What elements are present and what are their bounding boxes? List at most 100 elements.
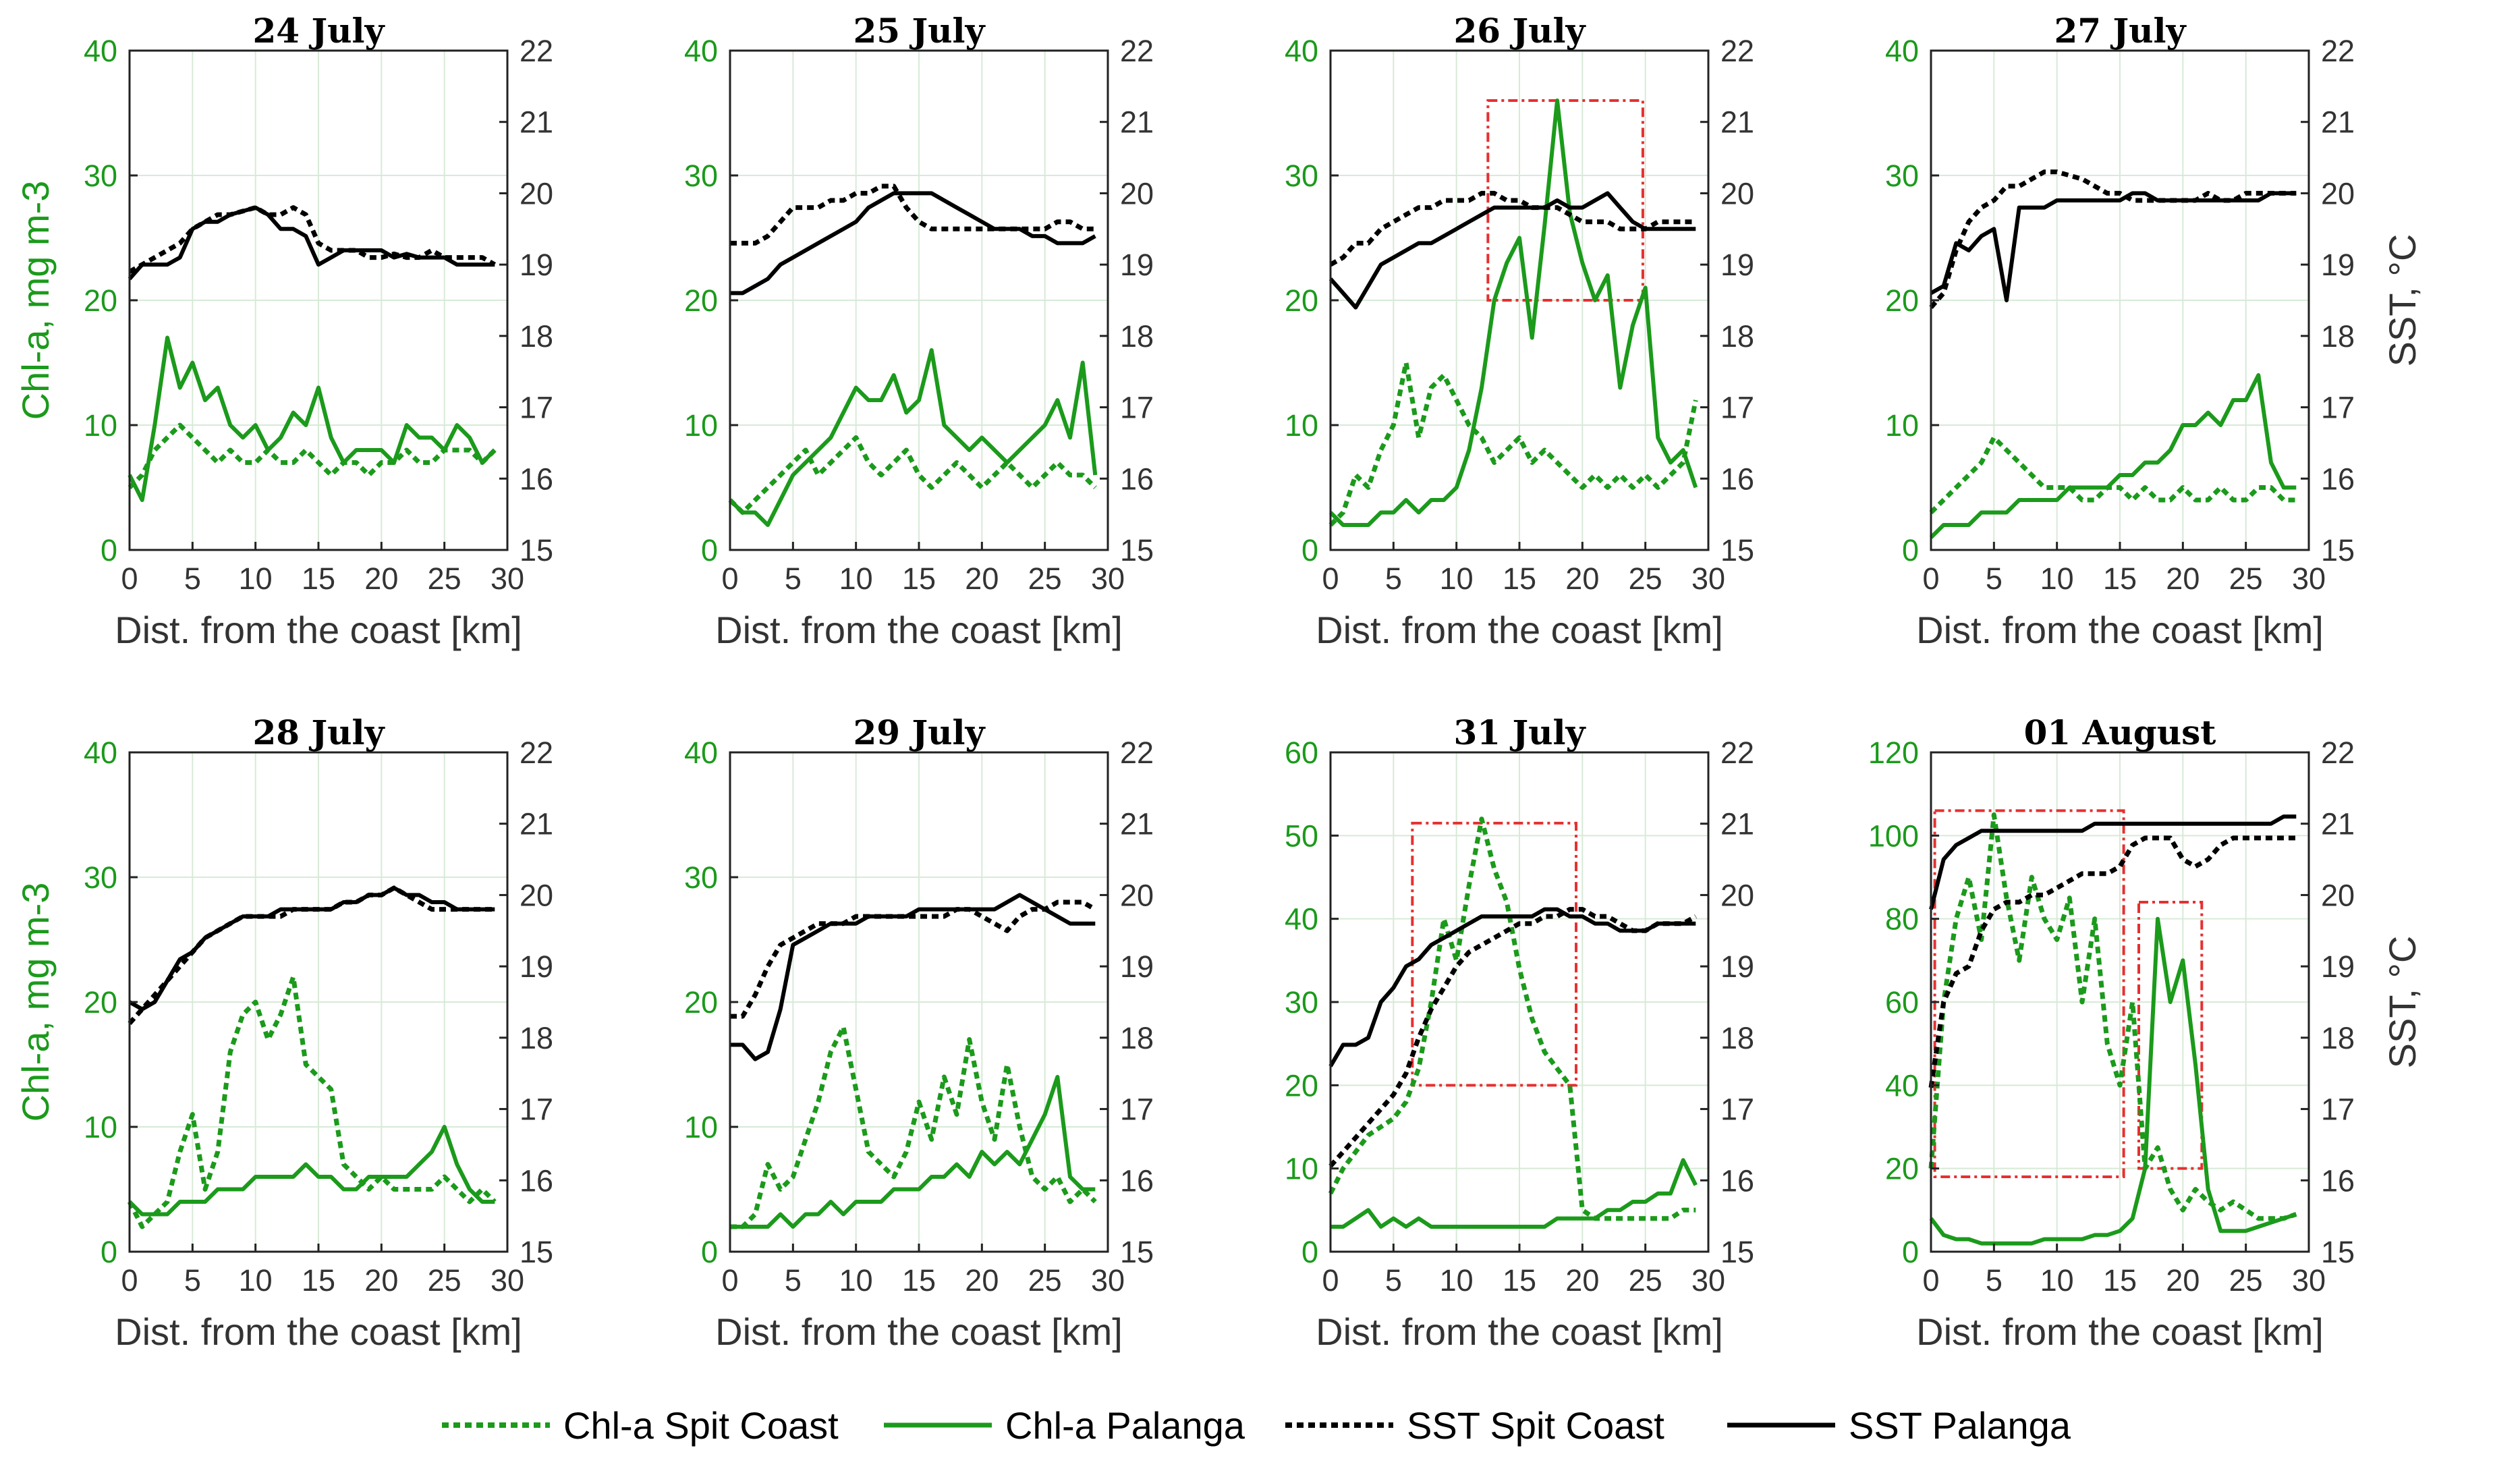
y-right-tick-label: 21 xyxy=(520,807,553,841)
x-tick-label: 15 xyxy=(2103,1263,2137,1298)
x-axis-label: Dist. from the coast [km] xyxy=(1316,1310,1723,1353)
panel-title: 26 July xyxy=(1453,11,1586,51)
y-left-tick-label: 50 xyxy=(1285,818,1318,853)
x-tick-label: 15 xyxy=(902,1263,936,1298)
y-right-tick-label: 15 xyxy=(2321,1235,2355,1269)
x-tick-label: 20 xyxy=(2166,1263,2200,1298)
y-left-tick-label: 40 xyxy=(684,736,718,770)
series-line-chl-a-palanga xyxy=(128,1125,495,1217)
legend-item-1: Chl-a Spit Coast xyxy=(442,1404,839,1447)
y-right-tick-label: 16 xyxy=(1720,1163,1754,1198)
y-left-tick-label: 0 xyxy=(1301,1235,1318,1269)
y-left-tick-label: 120 xyxy=(1868,736,1919,770)
y-left-tick-label: 30 xyxy=(1285,985,1318,1020)
y-left-tick-label: 40 xyxy=(1285,34,1318,68)
series-line-sst-palanga xyxy=(730,893,1096,1061)
x-tick-label: 10 xyxy=(239,1263,273,1298)
y-right-tick-label: 17 xyxy=(520,391,553,425)
y-right-tick-label: 22 xyxy=(1120,736,1154,770)
y-left-tick-label: 10 xyxy=(84,408,117,443)
x-tick-label: 25 xyxy=(2229,1263,2263,1298)
y-left-tick-label: 80 xyxy=(1885,902,1919,937)
x-tick-label: 0 xyxy=(1922,1263,1939,1298)
y-left-tick-label: 30 xyxy=(1285,159,1318,193)
y-right-tick-label: 15 xyxy=(520,533,553,567)
y-right-tick-label: 21 xyxy=(2321,105,2355,140)
y-right-tick-label: 17 xyxy=(2321,391,2355,425)
x-tick-label: 30 xyxy=(1691,1263,1725,1298)
y-right-tick-label: 22 xyxy=(520,736,553,770)
chart-panel-2: 0 5 10 15 20 25 30 0 10 20 30 40 15 16 17 18 19 20 21 22 25 … xyxy=(684,11,1154,651)
y-right-tick-label: 16 xyxy=(520,1163,553,1198)
y-left-tick-label: 40 xyxy=(84,736,117,770)
x-tick-label: 30 xyxy=(1691,561,1725,596)
series-line-chl-a-palanga xyxy=(128,335,497,502)
series-line-sst-palanga xyxy=(128,885,495,1011)
x-tick-label: 20 xyxy=(364,1263,398,1298)
chart-panel-7: 0 5 10 15 20 25 30 0 10 20 30 40 50 60 15 16 17 18 19 20 21 2… xyxy=(1285,713,1754,1353)
series-line-sst-palanga xyxy=(128,205,495,281)
x-tick-label: 30 xyxy=(2292,561,2326,596)
series-line-chl-a-spit-coast xyxy=(128,422,497,489)
y-right-tick-label: 16 xyxy=(2321,1163,2355,1198)
highlight-box xyxy=(1933,809,2125,1179)
y-right-tick-label: 15 xyxy=(1720,533,1754,567)
y-right-tick-label: 19 xyxy=(2321,949,2355,984)
y-right-tick-label: 15 xyxy=(1720,1235,1754,1269)
x-axis-label: Dist. from the coast [km] xyxy=(715,609,1123,651)
legend-label: SST Palanga xyxy=(1849,1404,2071,1447)
x-tick-label: 10 xyxy=(2040,561,2074,596)
series-line-sst-palanga xyxy=(730,191,1096,296)
y-left-tick-label: 60 xyxy=(1885,985,1919,1020)
x-tick-label: 15 xyxy=(1503,561,1536,596)
y-left-tick-label: 40 xyxy=(1885,1068,1919,1103)
series-line-chl-a-spit-coast xyxy=(1328,816,1696,1221)
panel-title: 25 July xyxy=(853,11,986,51)
y-right-tick-label: 21 xyxy=(1120,105,1154,140)
x-tick-label: 0 xyxy=(121,1263,138,1298)
y-left-tick-label: 30 xyxy=(1885,159,1919,193)
y-right-tick-label: 22 xyxy=(1720,736,1754,770)
x-tick-label: 0 xyxy=(721,561,738,596)
legend-label: Chl-a Palanga xyxy=(1005,1404,1245,1447)
y-right-tick-label: 18 xyxy=(520,1021,553,1055)
highlight-box xyxy=(1411,821,1577,1087)
x-tick-label: 10 xyxy=(2040,1263,2074,1298)
y-right-tick-label: 22 xyxy=(2321,736,2355,770)
legend-item-2: Chl-a Palanga xyxy=(884,1404,1245,1447)
series-line-chl-a-palanga xyxy=(1929,373,2297,539)
x-tick-label: 0 xyxy=(1322,1263,1339,1298)
y-right-tick-label: 16 xyxy=(1720,462,1754,496)
y-left-tick-label: 20 xyxy=(684,985,718,1020)
y-right-tick-label: 17 xyxy=(1720,391,1754,425)
legend-item-4: SST Palanga xyxy=(1727,1404,2071,1447)
series-line-sst-spit-coast xyxy=(128,205,497,274)
y-right-tick-label: 20 xyxy=(520,176,553,211)
y-left-tick-label: 40 xyxy=(684,34,718,68)
y-right-tick-label: 16 xyxy=(2321,462,2355,496)
panel-title: 01 August xyxy=(2024,713,2216,752)
series-line-chl-a-palanga xyxy=(730,1075,1096,1229)
x-tick-label: 0 xyxy=(1922,561,1939,596)
y-right-tick-label: 18 xyxy=(1120,319,1154,354)
series-line-chl-a-spit-coast xyxy=(1929,435,2297,514)
y-right-tick-label: 21 xyxy=(1720,807,1754,841)
legend: Chl-a Spit Coast Chl-a Palanga SST Spit Co… xyxy=(442,1404,2071,1447)
y-left-tick-label: 20 xyxy=(84,283,117,318)
x-axis-label: Dist. from the coast [km] xyxy=(115,1310,522,1353)
x-tick-label: 10 xyxy=(239,561,273,596)
x-axis-label: Dist. from the coast [km] xyxy=(1916,1310,2324,1353)
x-tick-label: 5 xyxy=(1385,1263,1402,1298)
x-tick-label: 25 xyxy=(428,1263,461,1298)
x-tick-label: 5 xyxy=(1385,561,1402,596)
y-right-tick-label: 21 xyxy=(520,105,553,140)
y-right-tick-label: 18 xyxy=(1120,1021,1154,1055)
y-right-tick-label: 17 xyxy=(2321,1092,2355,1127)
panel-title: 27 July xyxy=(2054,11,2187,51)
y-left-tick-label: 30 xyxy=(84,860,117,895)
x-tick-label: 15 xyxy=(2103,561,2137,596)
y-right-tick-label: 15 xyxy=(520,1235,553,1269)
y-right-tick-label: 16 xyxy=(520,462,553,496)
y-right-tick-label: 19 xyxy=(1720,949,1754,984)
y-left-axis-label: Chl-a, mg m-3 xyxy=(14,181,57,420)
